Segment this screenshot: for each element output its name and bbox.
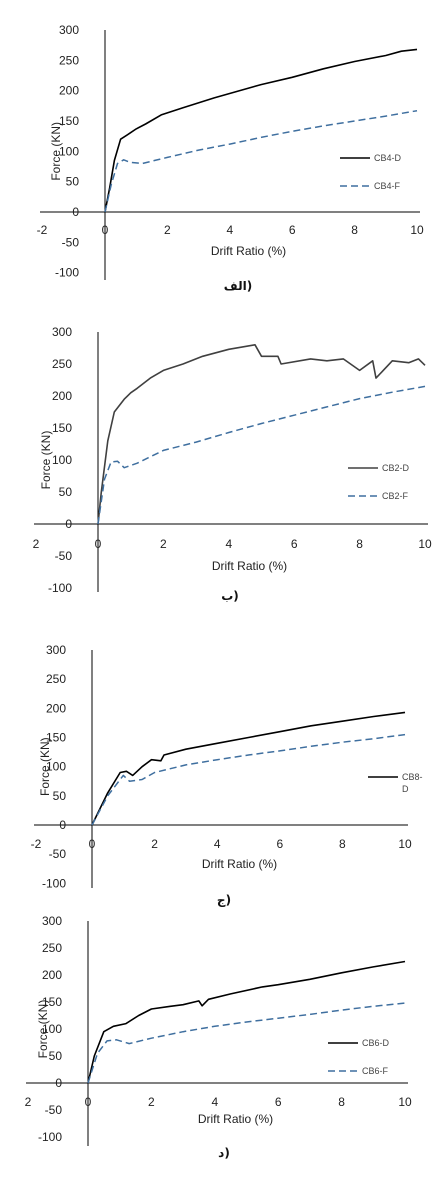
- y-tick-label: 50: [66, 175, 80, 189]
- x-tick-label: 10: [410, 223, 424, 237]
- y-tick-label: 50: [59, 485, 73, 499]
- y-tick-label: 150: [42, 995, 62, 1009]
- series-line-series-1: [91, 733, 406, 826]
- y-tick-label: 150: [46, 731, 66, 745]
- series-line-cb4-d: [104, 48, 418, 213]
- y-tick-label: 100: [42, 1022, 62, 1036]
- x-tick-label: 10: [398, 1095, 412, 1109]
- y-axis-label: Force (KN): [39, 431, 53, 490]
- x-tick-label: 10: [398, 837, 412, 851]
- y-tick-label: -100: [42, 876, 66, 890]
- y-tick-label: -100: [55, 266, 79, 280]
- y-tick-label: -100: [48, 581, 72, 595]
- y-tick-label: 0: [59, 818, 66, 832]
- x-tick-label: 2: [33, 537, 40, 551]
- y-tick-label: 0: [65, 517, 72, 531]
- x-tick-label: 10: [418, 537, 432, 551]
- x-tick-label: 2: [151, 837, 158, 851]
- y-tick-label: 200: [52, 389, 72, 403]
- panel-caption: الف): [224, 279, 252, 293]
- y-tick-label: 0: [72, 205, 79, 219]
- y-tick-label: 250: [42, 941, 62, 955]
- x-tick-label: 2: [25, 1095, 32, 1109]
- x-axis-label: Drift Ratio (%): [211, 244, 286, 258]
- legend-label: CB4-F: [374, 181, 401, 191]
- y-tick-label: -50: [55, 549, 73, 563]
- y-tick-label: 250: [52, 357, 72, 371]
- y-tick-label: -50: [62, 235, 80, 249]
- x-tick-label: 6: [291, 537, 298, 551]
- panel-caption: د): [218, 1146, 230, 1160]
- legend-label: CB4-D: [374, 153, 402, 163]
- panel-caption: ج): [217, 893, 231, 907]
- chart-panel-a: -100 -50 0 50 100 150 200 250 300 -2 0 2 4 6 8 10 Drift …: [37, 23, 424, 293]
- y-tick-label: -50: [45, 1103, 63, 1117]
- y-tick-label: 300: [42, 914, 62, 928]
- x-axis-label: Drift Ratio (%): [212, 559, 287, 573]
- y-tick-label: 150: [52, 421, 72, 435]
- x-tick-label: -2: [31, 837, 42, 851]
- chart-panel-d: -100 -50 0 50 100 150 200 250 300 2 0 2 4 6 8 10 Drift R…: [25, 914, 412, 1160]
- y-tick-label: -50: [49, 847, 67, 861]
- x-tick-label: 6: [276, 837, 283, 851]
- y-tick-label: 300: [52, 325, 72, 339]
- x-tick-label: 8: [356, 537, 363, 551]
- series-line-cb6-f: [87, 1002, 406, 1084]
- chart-panel-c: -100 -50 0 50 100 150 200 250 300 -2 0 2 4 6 8 10 Drift …: [31, 643, 423, 907]
- x-tick-label: 0: [89, 837, 96, 851]
- legend-label: CB2-D: [382, 463, 410, 473]
- x-tick-label: 4: [214, 837, 221, 851]
- y-tick-label: 100: [59, 144, 79, 158]
- series-line-cb2-f: [97, 385, 426, 525]
- chart-panel-b: -100 -50 0 50 100 150 200 250 300 2 0 2 4 6 8 10 Drift R…: [33, 325, 432, 603]
- legend-label: CB6-F: [362, 1066, 389, 1076]
- x-axis-label: Drift Ratio (%): [198, 1112, 273, 1126]
- y-tick-label: 200: [42, 968, 62, 982]
- y-tick-label: 100: [46, 760, 66, 774]
- y-tick-label: 150: [59, 114, 79, 128]
- y-tick-label: 200: [59, 84, 79, 98]
- x-tick-label: 8: [351, 223, 358, 237]
- y-tick-label: 300: [46, 643, 66, 657]
- series-line-cb2-d: [97, 344, 426, 525]
- x-tick-label: 4: [226, 223, 233, 237]
- y-tick-label: 0: [55, 1076, 62, 1090]
- y-tick-label: 200: [46, 701, 66, 715]
- series-line-cb8-d: [91, 711, 406, 826]
- y-tick-label: 50: [53, 789, 67, 803]
- x-tick-label: 2: [160, 537, 167, 551]
- x-tick-label: 0: [102, 223, 109, 237]
- y-tick-label: -100: [38, 1130, 62, 1144]
- x-tick-label: 0: [85, 1095, 92, 1109]
- legend-label: CB2-F: [382, 491, 409, 501]
- series-line-cb4-f: [104, 109, 418, 213]
- x-tick-label: 8: [339, 837, 346, 851]
- x-tick-label: -2: [37, 223, 48, 237]
- series-line-cb6-d: [87, 960, 406, 1084]
- y-axis-label: Force (KN): [36, 1000, 50, 1059]
- x-tick-label: 0: [95, 537, 102, 551]
- y-tick-label: 50: [49, 1049, 63, 1063]
- y-tick-label: 250: [46, 672, 66, 686]
- x-axis-label: Drift Ratio (%): [202, 857, 277, 871]
- x-tick-label: 4: [211, 1095, 218, 1109]
- x-tick-label: 2: [148, 1095, 155, 1109]
- y-axis-label: Force (KN): [38, 737, 52, 796]
- x-tick-label: 2: [164, 223, 171, 237]
- x-tick-label: 6: [275, 1095, 282, 1109]
- y-tick-label: 300: [59, 23, 79, 37]
- y-tick-label: 250: [59, 53, 79, 67]
- legend-label: CB6-D: [362, 1038, 390, 1048]
- y-tick-label: 100: [52, 453, 72, 467]
- x-tick-label: 4: [225, 537, 232, 551]
- x-tick-label: 6: [289, 223, 296, 237]
- y-axis-label: Force (KN): [49, 122, 63, 181]
- panel-caption: ب): [221, 589, 239, 603]
- legend-label: CB8-D: [402, 772, 423, 794]
- x-tick-label: 8: [338, 1095, 345, 1109]
